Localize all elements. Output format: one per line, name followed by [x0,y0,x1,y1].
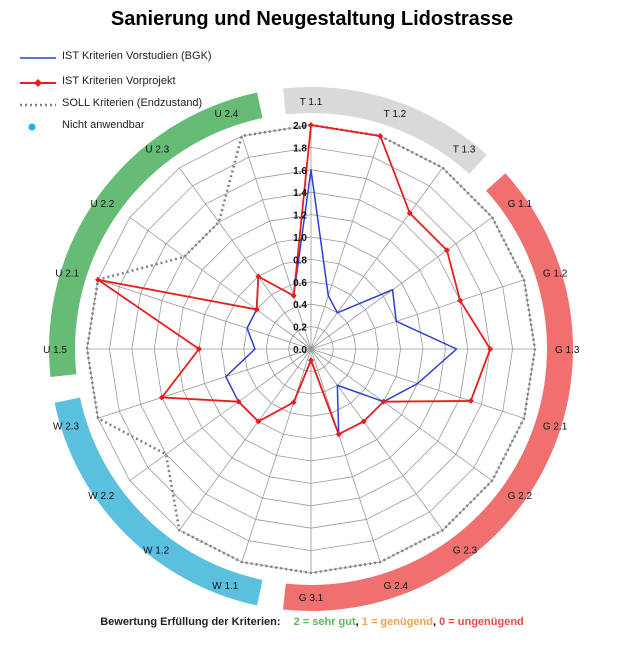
legend-label-nicht-anwendbar: Nicht anwendbar [62,119,145,131]
tick-label: 2.0 [293,121,307,132]
series-vorprojekt-point [196,346,202,352]
legend-line-dotted-icon [20,103,56,107]
series-vorprojekt-point [487,346,494,352]
series-vorprojekt-point [380,398,387,405]
category-label: W 2.3 [53,422,80,433]
series-vorprojekt-point [158,394,165,401]
category-label: T 1.2 [384,109,407,120]
tick-label: 0.2 [293,323,307,334]
series-vorprojekt-point [253,306,260,313]
category-label: G 2.2 [508,491,533,502]
grid-spoke [241,135,312,350]
grid-spoke [179,348,312,531]
tick-label: 1.4 [293,188,307,199]
tick-label: 1.2 [293,211,307,222]
series-vorprojekt-point [406,210,413,217]
series-vorprojekt-point [94,276,101,283]
category-label: U 2.4 [214,109,238,120]
tick-label: 0.8 [293,255,307,266]
category-label: G 2.4 [384,581,409,592]
segment-W [54,397,263,606]
series-vorprojekt-point [443,247,450,254]
category-label: U 2.2 [90,199,114,210]
category-label: W 1.1 [212,581,239,592]
segment-G [282,173,573,611]
tick-label: 0.0 [293,345,307,356]
series-vorprojekt-point [255,418,262,425]
tick-label: 0.4 [293,300,307,311]
grid-spoke [179,167,312,350]
series-vorprojekt-point [308,357,314,364]
grid-spoke [97,348,312,419]
category-label: U 2.3 [145,144,169,155]
series-vorprojekt-point [235,398,242,405]
series-vorprojekt-point [290,292,297,299]
series-vorprojekt-point [467,397,474,404]
grid-spoke [310,135,381,350]
grid-spoke [310,217,493,350]
grid-spoke [129,217,312,350]
chart-title: Sanierung und Neugestaltung Lidostrasse [110,8,514,30]
category-label: W 1.2 [143,546,170,557]
category-label: G 1.3 [555,345,580,356]
category-label: G 1.2 [543,268,568,279]
series-vorprojekt-point [377,132,384,139]
tick-label: 0.6 [293,278,307,289]
legend-label-vorstudien: IST Kriterien Vorstudien (BGK) [62,50,212,62]
grid-spoke [241,348,312,563]
rating-footer: Bewertung Erfüllung der Kriterien: 2 = s… [0,616,624,628]
series-vorprojekt-point [290,399,297,406]
tick-label: 1.6 [293,166,307,177]
category-label: W 2.2 [88,491,115,502]
grid-spoke [310,348,381,563]
grid-spoke [310,279,525,350]
category-label: T 1.1 [300,97,323,108]
category-label: G 3.1 [299,593,324,604]
legend-dot-cyan-icon [28,123,36,131]
category-label: T 1.3 [453,144,476,155]
category-label: U 2.1 [55,268,79,279]
legend-line-blue-icon [20,57,56,59]
segment-T [282,86,487,174]
series-vorprojekt-point [457,297,464,304]
footer-good: 2 = sehr gut [293,616,356,628]
category-label: G 1.1 [508,199,533,210]
series-vorprojekt-point [308,122,314,128]
category-label: G 2.3 [453,546,478,557]
footer-ok: 1 = genügend [361,616,433,628]
footer-sep-1: , [355,616,362,628]
series-vorprojekt-point [335,431,342,438]
tick-label: 1.8 [293,143,307,154]
grid-spoke [310,348,443,531]
footer-sep-2: , [432,616,440,628]
category-label: G 2.1 [543,422,568,433]
legend-label-vorprojekt: IST Kriterien Vorprojekt [62,75,176,87]
category-label: U 1.5 [43,345,67,356]
grid-spoke [310,167,443,350]
grid-spoke [97,279,312,350]
grid-spoke [310,348,493,481]
legend-line-red-diamond-icon [20,79,56,87]
legend-label-soll: SOLL Kriterien (Endzustand) [62,97,203,109]
series-soll-line [85,123,537,575]
series-vorprojekt-point [360,418,367,425]
grid-spoke [129,348,312,481]
footer-bad: 0 = ungenügend [439,616,524,628]
series-vorprojekt-point [255,273,262,280]
tick-label: 1.0 [293,233,307,244]
segment-U [49,92,263,378]
footer-label: Bewertung Erfüllung der Kriterien: [100,616,281,628]
